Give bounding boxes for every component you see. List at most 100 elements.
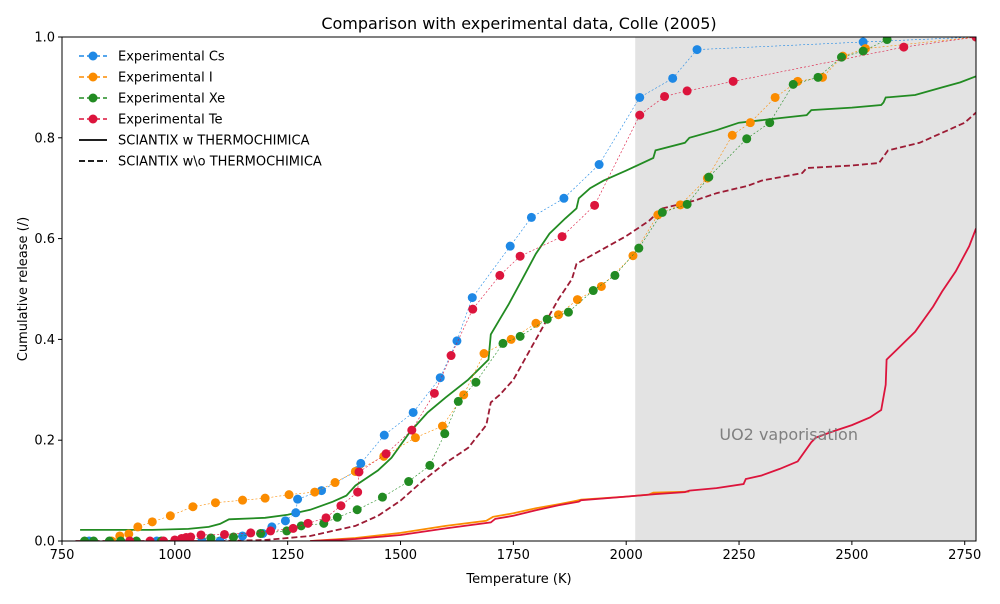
experimental-cs-point [526, 212, 536, 222]
experimental-te-point [145, 536, 155, 541]
chart-title: Comparison with experimental data, Colle… [321, 14, 716, 33]
experimental-te-point [407, 425, 417, 435]
experimental-i-point [745, 118, 755, 128]
experimental-te-point [288, 523, 298, 533]
experimental-xe-point [116, 536, 126, 541]
experimental-te-point [557, 232, 567, 242]
experimental-i-point [531, 318, 541, 328]
experimental-xe-point [498, 338, 508, 348]
experimental-i-point [410, 433, 420, 443]
x-axis: 750 1000 1250 1500 1750 2000 2250 2500 2750 [50, 541, 981, 563]
experimental-i-point [284, 490, 294, 500]
experimental-i-point [310, 487, 320, 497]
legend-entry-sciantix-w-o-thermochimica: SCIANTIX w\o THERMOCHIMICA [79, 155, 322, 170]
experimental-i-point [553, 310, 563, 320]
legend: Experimental Cs Experimental I Experimenta… [79, 50, 322, 170]
experimental-te-point [353, 487, 363, 497]
experimental-xe-point [89, 536, 99, 541]
x-tick-label: 750 [50, 548, 75, 563]
experimental-xe-point [352, 505, 362, 515]
x-tick-label: 1750 [497, 548, 530, 563]
experimental-xe-point [742, 134, 752, 144]
legend-entry-experimental-i: Experimental I [79, 71, 213, 86]
y-tick-label: 0.2 [34, 434, 55, 449]
experimental-i-point [147, 517, 157, 527]
experimental-cs-point [505, 241, 515, 251]
experimental-i-point [628, 251, 638, 261]
experimental-te-point [590, 200, 600, 210]
experimental-te-point [899, 42, 909, 52]
model-curve-te-solid [310, 228, 976, 541]
experimental-xe-point [610, 270, 620, 280]
experimental-xe-point [542, 314, 552, 324]
experimental-te-point [381, 449, 391, 459]
experimental-i-point [459, 390, 469, 400]
experimental-te-point [971, 37, 976, 42]
experimental-xe-point [131, 536, 141, 541]
experimental-xe-point [425, 460, 435, 470]
experimental-te-point [635, 110, 645, 120]
experimental-cs-point [594, 160, 604, 170]
experimental-te-point [354, 467, 364, 477]
experimental-xe-point [788, 79, 798, 89]
legend-entry-experimental-cs: Experimental Cs [79, 50, 225, 65]
experimental-i-point [188, 502, 198, 512]
x-axis-label: Temperature (K) [465, 572, 571, 587]
experimental-te-point [303, 518, 313, 528]
experimental-te-point [515, 251, 525, 261]
experimental-xe-point [563, 307, 573, 317]
y-tick-label: 0.0 [34, 535, 55, 550]
legend-marker [88, 51, 98, 61]
experimental-i-point [238, 495, 248, 505]
legend-marker [88, 93, 98, 103]
experimental-i-point [506, 334, 516, 344]
experimental-i-point [437, 421, 447, 431]
experimental-i-point [330, 478, 340, 488]
experimental-xe-point [104, 536, 114, 541]
experimental-cs-point [635, 92, 645, 102]
y-tick-label: 0.4 [34, 333, 55, 348]
y-tick-label: 1.0 [34, 31, 55, 46]
legend-label: Experimental Xe [118, 92, 225, 107]
model-curve-cs-dashed [75, 111, 976, 541]
experimental-cs-point [379, 430, 389, 440]
experimental-te-point [170, 535, 180, 541]
y-tick-label: 0.6 [34, 232, 55, 247]
experimental-te-point [728, 76, 738, 86]
experimental-i-point [210, 498, 220, 508]
experimental-te-point [266, 526, 276, 536]
experimental-cs-point [452, 336, 462, 346]
x-tick-label: 2000 [610, 548, 643, 563]
legend-marker [88, 72, 98, 82]
uo2-vaporisation-region [635, 37, 976, 541]
experimental-te-point [196, 530, 206, 540]
y-tick-label: 0.8 [34, 131, 55, 146]
experimental-cs-point [291, 508, 301, 518]
experimental-xe-point [471, 377, 481, 387]
experimental-i-point [124, 529, 134, 539]
legend-label: SCIANTIX w\o THERMOCHIMICA [118, 155, 322, 170]
experimental-cs-point [317, 486, 327, 496]
experimental-i-point [770, 92, 780, 102]
experimental-xe-point [882, 37, 892, 45]
legend-marker [88, 114, 98, 124]
x-tick-label: 2750 [948, 548, 981, 563]
experimental-cs-point [293, 494, 303, 504]
experimental-cs-point [435, 373, 445, 383]
experimental-xe-point [682, 199, 692, 209]
experimental-te-point [186, 532, 196, 541]
experimental-i-point [572, 295, 582, 305]
experimental-te-point [336, 501, 346, 511]
legend-entry-experimental-xe: Experimental Xe [79, 92, 225, 107]
experimental-te-point [468, 304, 478, 314]
experimental-series [80, 37, 976, 541]
experimental-te-point [321, 513, 331, 523]
experimental-xe-point [704, 172, 714, 182]
experimental-te-point [246, 528, 256, 538]
experimental-i-point [596, 281, 606, 291]
experimental-te-series [125, 37, 976, 541]
experimental-i-point [479, 349, 489, 359]
experimental-xe-point [765, 118, 775, 128]
experimental-xe-point [256, 528, 266, 538]
